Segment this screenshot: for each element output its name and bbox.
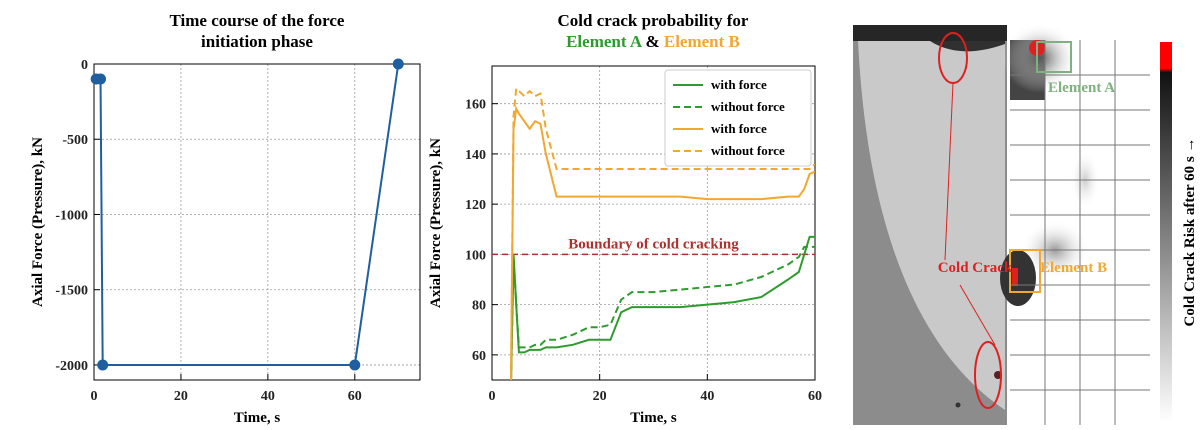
- crack-label: Cold Crack: [938, 260, 1013, 276]
- element-a-label: Element A: [1048, 80, 1115, 96]
- series-line: [509, 105, 815, 380]
- plot-frame: [491, 65, 816, 381]
- subtitle-part: Element A: [566, 32, 642, 51]
- legend-box: [664, 69, 812, 167]
- y-tick-label: 140: [465, 148, 486, 163]
- x-tick-label: 60: [348, 389, 362, 404]
- chart-title: Cold crack probability for: [557, 11, 749, 30]
- x-tick-label: 0: [489, 389, 496, 404]
- reference-label: Boundary of cold cracking: [568, 236, 739, 252]
- x-axis-label: Time, s: [234, 410, 281, 426]
- x-tick-label: 20: [174, 389, 188, 404]
- legend-label: without force: [711, 99, 785, 114]
- x-tick-label: 60: [808, 389, 822, 404]
- y-tick-label: -2000: [55, 359, 88, 374]
- legend-label: with force: [711, 121, 767, 136]
- point: [97, 359, 109, 371]
- risk-map: [1000, 23, 1172, 425]
- chart-subtitle: Element A & Element B: [453, 31, 853, 52]
- y-tick-label: 100: [465, 248, 486, 263]
- legend-label: without force: [711, 143, 785, 158]
- y-tick-label: -1500: [55, 284, 88, 299]
- point: [349, 359, 361, 371]
- colorbar-label: Cold Crack Risk after 60 s →: [1182, 138, 1198, 327]
- y-axis-label: Axial Force (Pressure), kN: [428, 138, 444, 308]
- legend-label: with force: [711, 77, 767, 92]
- series-line: [509, 86, 815, 380]
- subtitle-part: Element B: [663, 32, 740, 51]
- y-tick-label: -1000: [55, 208, 88, 223]
- y-tick-label: 0: [81, 58, 88, 73]
- y-tick-label: 60: [472, 349, 486, 364]
- y-tick-label: -500: [62, 133, 88, 148]
- point: [392, 58, 404, 70]
- x-axis-label: Time, s: [630, 410, 677, 426]
- x-tick-label: 20: [593, 389, 607, 404]
- y-tick-label: 160: [465, 98, 486, 113]
- x-tick-label: 40: [261, 389, 275, 404]
- series-line: [510, 235, 815, 380]
- y-tick-label: 80: [472, 299, 486, 314]
- x-tick-label: 0: [91, 389, 98, 404]
- x-tick-label: 40: [700, 389, 714, 404]
- plot-frame: [93, 63, 421, 381]
- y-axis-label: Axial Force (Pressure), kN: [30, 137, 46, 307]
- series-line: [510, 245, 815, 380]
- crack-markers: [938, 32, 1002, 409]
- element-b-label: Element B: [1040, 260, 1107, 276]
- micrograph: [853, 25, 1007, 425]
- chart-title: Time course of the force initiation phas…: [169, 11, 345, 51]
- subtitle-part: &: [641, 32, 664, 51]
- y-tick-label: 120: [465, 198, 486, 213]
- point: [95, 73, 107, 85]
